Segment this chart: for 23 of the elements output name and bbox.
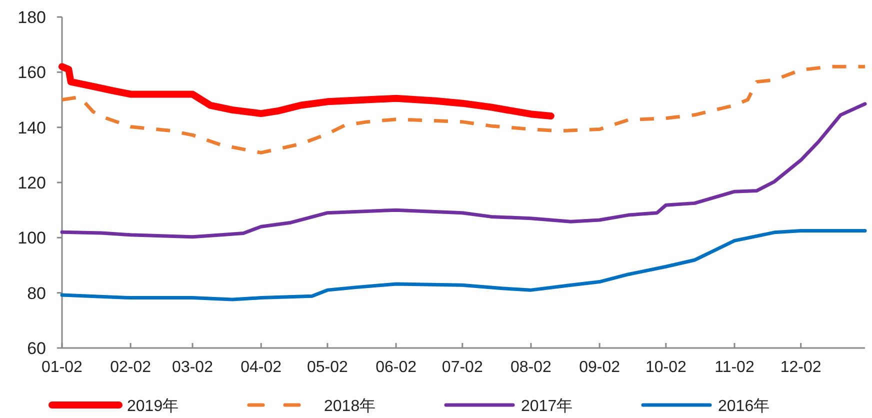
y-tick-label: 160	[18, 63, 46, 82]
legend-label: 2018年	[324, 398, 376, 415]
x-tick-label: 02-02	[110, 359, 152, 376]
y-tick-label: 140	[18, 118, 46, 138]
y-tick-label: 100	[18, 228, 46, 248]
x-tick-label: 01-02	[42, 359, 83, 376]
x-tick-label: 11-02	[714, 359, 754, 376]
y-tick-label: 60	[27, 339, 46, 358]
x-tick-label: 05-02	[306, 359, 348, 376]
x-tick-label: 10-02	[645, 359, 686, 376]
legend-label: 2019年	[127, 398, 179, 415]
x-tick-label: 04-02	[240, 359, 282, 376]
x-tick-label: 06-02	[376, 359, 417, 376]
x-tick-label: 08-02	[510, 359, 552, 376]
y-tick-label: 80	[27, 284, 46, 303]
legend-label: 2016年	[718, 398, 770, 415]
x-tick-label: 09-02	[579, 359, 620, 376]
x-tick-label: 12-02	[780, 359, 822, 376]
y-tick-label: 180	[18, 8, 46, 27]
x-tick-label: 03-02	[172, 359, 214, 376]
x-tick-label: 07-02	[442, 359, 483, 376]
legend-label: 2017年	[521, 398, 573, 415]
y-tick-label: 120	[18, 174, 46, 192]
